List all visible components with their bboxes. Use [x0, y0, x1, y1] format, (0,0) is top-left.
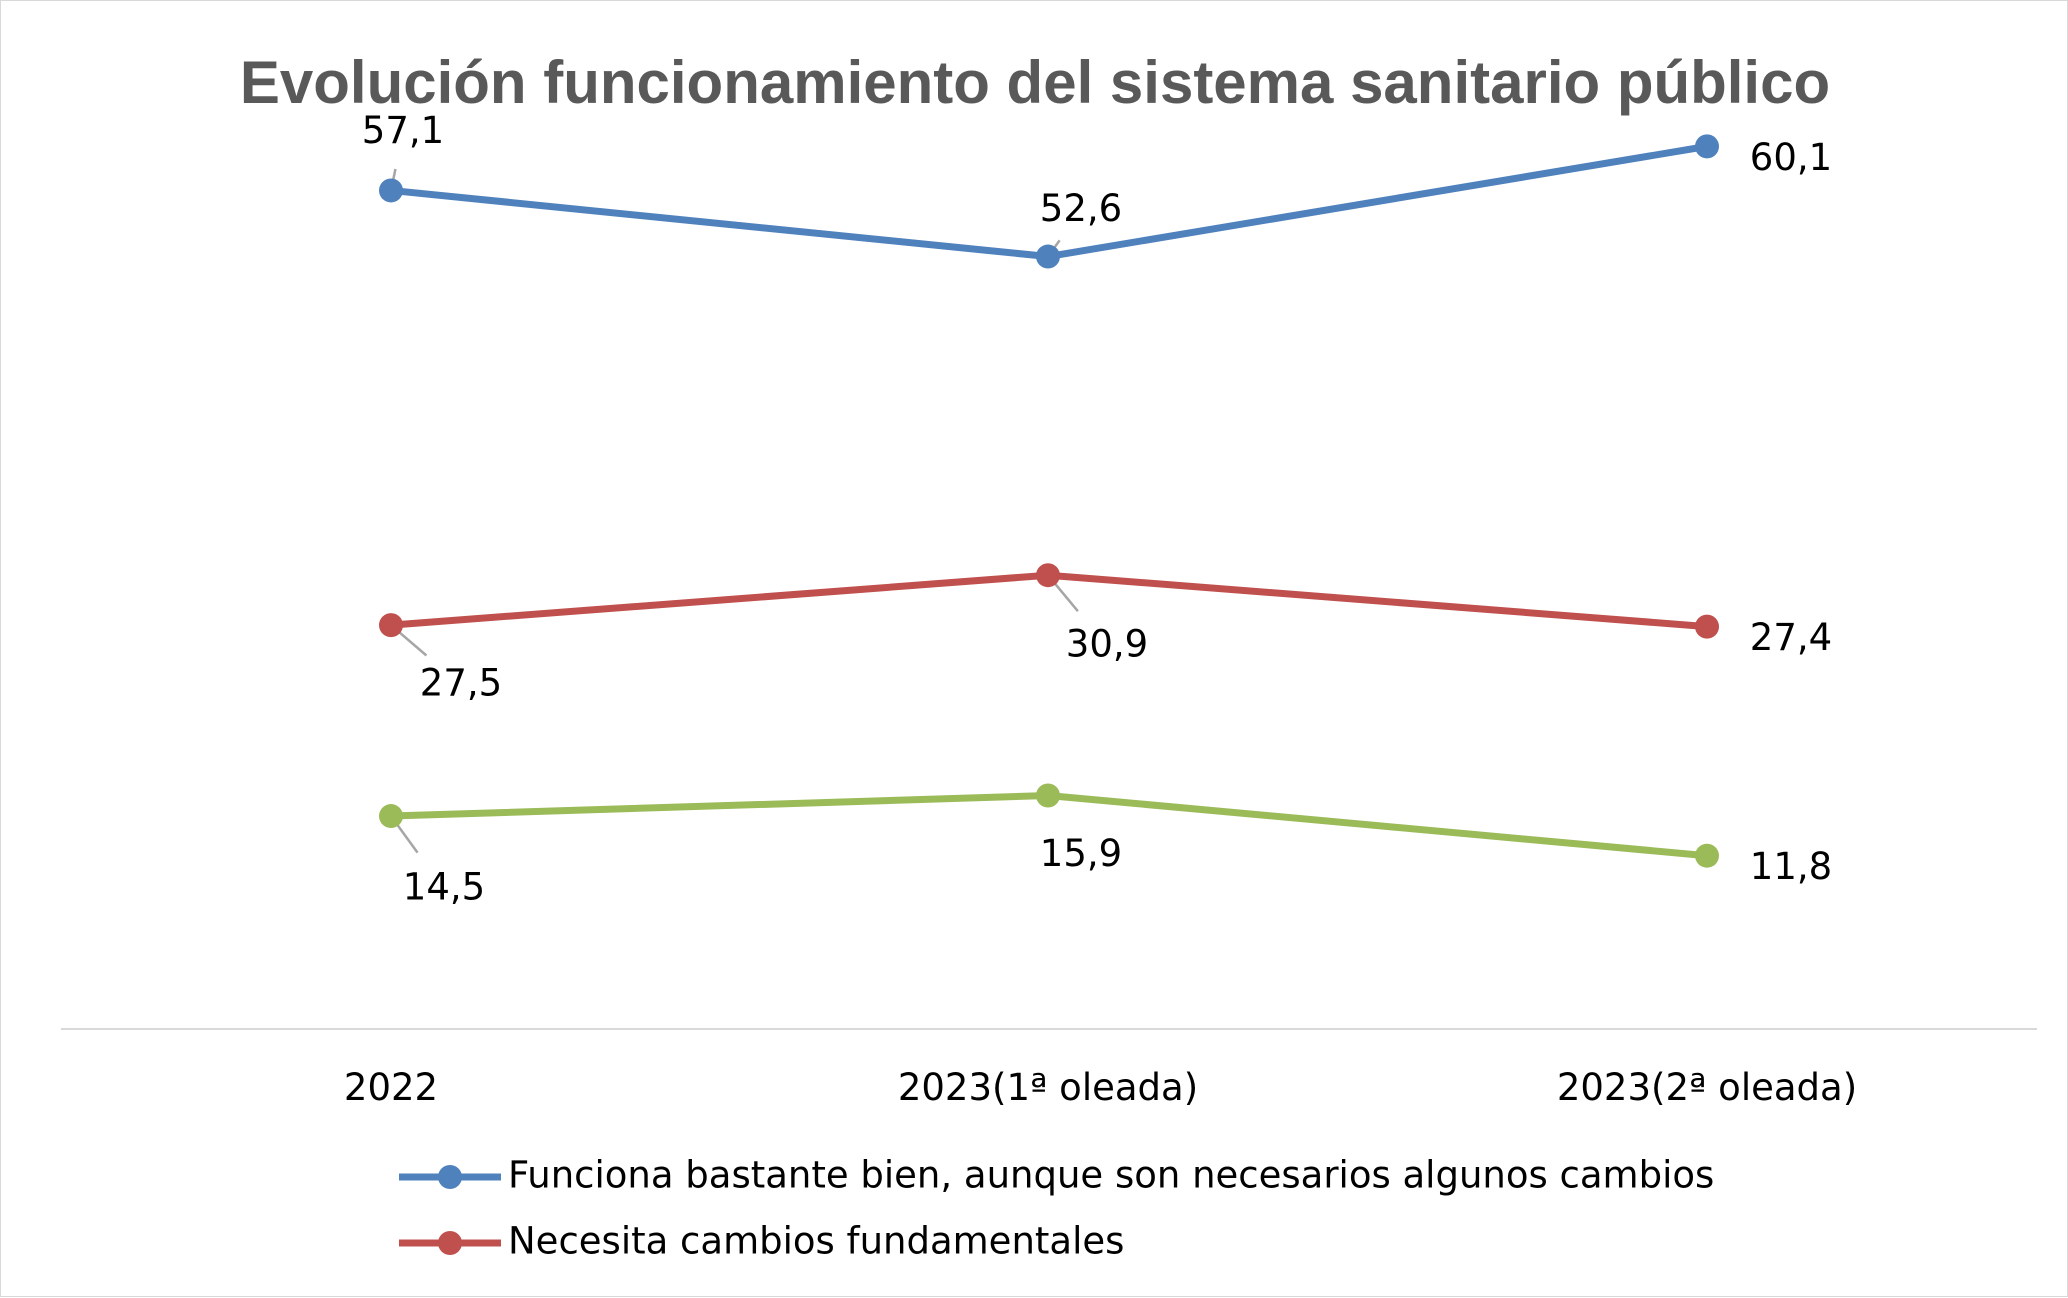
data-point-marker: [379, 613, 403, 638]
legend-marker: [438, 1231, 462, 1255]
data-labels: 57,1 52,6 60,1 27,5 30,9 27,4 14,5 15,9 11,8: [362, 109, 1832, 909]
data-point-marker: [1695, 134, 1719, 159]
data-label: 14,5: [403, 866, 485, 909]
legend-marker: [438, 1165, 462, 1189]
legend-label: Necesita cambios fundamentales: [508, 1220, 1124, 1263]
legend-label: Funciona bastante bien, aunque son neces…: [508, 1154, 1714, 1197]
data-label: 57,1: [362, 109, 444, 152]
x-tick-label: 2023(2ª oleada): [1557, 1066, 1857, 1109]
data-point-marker: [1036, 244, 1060, 269]
data-label-leader-lines: [389, 168, 1079, 854]
x-tick-label: 2023(1ª oleada): [898, 1066, 1198, 1109]
data-label: 30,9: [1066, 623, 1148, 666]
x-axis-tick-labels: 2022 2023(1ª oleada) 2023(2ª oleada): [344, 1066, 1857, 1109]
legend: Funciona bastante bien, aunque son neces…: [399, 1154, 1714, 1263]
data-label: 15,9: [1040, 832, 1122, 875]
data-point-marker: [1695, 843, 1719, 868]
data-label: 27,4: [1750, 616, 1832, 659]
data-label: 27,5: [420, 662, 502, 705]
data-point-marker: [1036, 563, 1060, 588]
chart-title: Evolución funcionamiento del sistema san…: [240, 49, 1830, 116]
data-label: 11,8: [1750, 845, 1832, 888]
data-point-marker: [379, 804, 403, 829]
data-point-marker: [379, 178, 403, 203]
data-label: 60,1: [1750, 136, 1832, 179]
data-point-marker: [1695, 614, 1719, 639]
data-label: 52,6: [1040, 187, 1122, 230]
data-point-marker: [1036, 783, 1060, 808]
x-tick-label: 2022: [344, 1066, 438, 1109]
series-markers: [379, 134, 1719, 868]
